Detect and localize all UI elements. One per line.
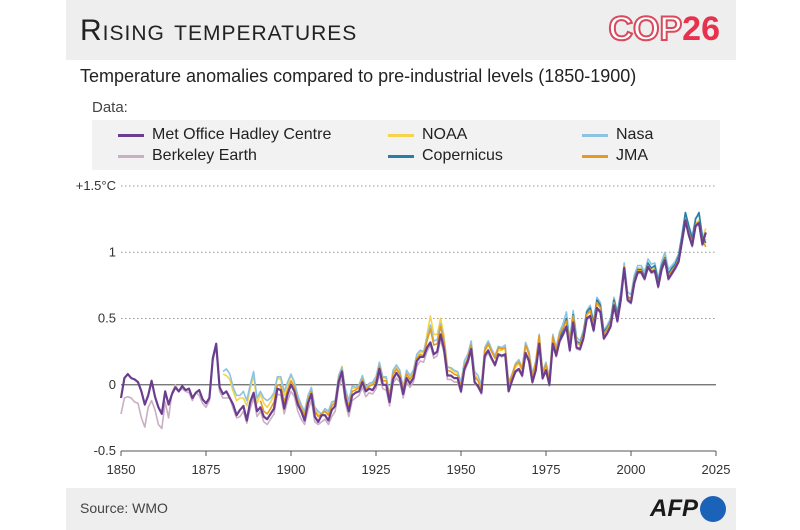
legend-swatch	[388, 154, 414, 158]
legend-item: Berkeley Earth	[118, 146, 257, 166]
x-tick-label: 1950	[447, 462, 476, 477]
source-note: Source: WMO	[80, 500, 168, 516]
legend-title: Data:	[92, 99, 128, 116]
legend-item: Met Office Hadley Centre	[118, 125, 331, 145]
legend-item: NOAA	[388, 125, 467, 145]
x-tick-label: 1875	[192, 462, 221, 477]
y-tick-label: -0.5	[94, 443, 116, 458]
temperature-chart: -0.5 0 0.5 1 +1.5°C 1850 1875 1900 1925 1950 1975 2…	[76, 178, 731, 477]
legend-swatch	[582, 133, 608, 137]
title-bar: Rising temperatures COP26	[66, 0, 736, 60]
afp-logo: AFP	[650, 494, 726, 524]
x-tick-label: 1900	[277, 462, 306, 477]
legend-swatch	[118, 133, 144, 137]
legend-item: Copernicus	[388, 146, 503, 166]
x-tick-label: 2000	[617, 462, 646, 477]
logo-number: 26	[682, 10, 720, 48]
series-line-nasa	[222, 211, 707, 415]
x-tick-label: 1975	[532, 462, 561, 477]
cop26-logo: COP26	[607, 9, 720, 49]
legend-label: Copernicus	[422, 147, 503, 164]
legend-label: Berkeley Earth	[152, 147, 257, 164]
footer: Source: WMO AFP	[66, 488, 736, 530]
legend-swatch	[118, 154, 144, 158]
x-tick-label: 2025	[702, 462, 731, 477]
legend: Met Office Hadley Centre Berkeley Earth …	[92, 120, 720, 170]
x-tick-label: 1925	[362, 462, 391, 477]
legend-label: NOAA	[422, 126, 468, 143]
legend-label: Nasa	[616, 126, 654, 143]
page-title: Rising temperatures	[80, 14, 358, 47]
y-tick-label: 0	[109, 377, 116, 392]
legend-swatch	[582, 154, 608, 158]
legend-label: Met Office Hadley Centre	[152, 126, 332, 143]
afp-logo-dot	[700, 496, 726, 522]
series-line-met-office-hadley-centre	[119, 219, 707, 423]
chart-subtitle: Temperature anomalies compared to pre-in…	[80, 66, 637, 86]
legend-item: Nasa	[582, 125, 653, 145]
legend-label: JMA	[616, 147, 648, 164]
infographic-panel: Rising temperatures COP26 Temperature an…	[66, 0, 736, 530]
legend-swatch	[388, 133, 414, 137]
y-tick-label: +1.5°C	[76, 178, 116, 193]
legend-item: JMA	[582, 146, 648, 166]
y-tick-label: 1	[109, 244, 116, 259]
x-tick-label: 1850	[107, 462, 136, 477]
logo-text: COP	[607, 9, 683, 49]
afp-logo-text: AFP	[650, 495, 698, 522]
y-tick-label: 0.5	[98, 311, 116, 326]
series-line-jma	[259, 218, 707, 418]
